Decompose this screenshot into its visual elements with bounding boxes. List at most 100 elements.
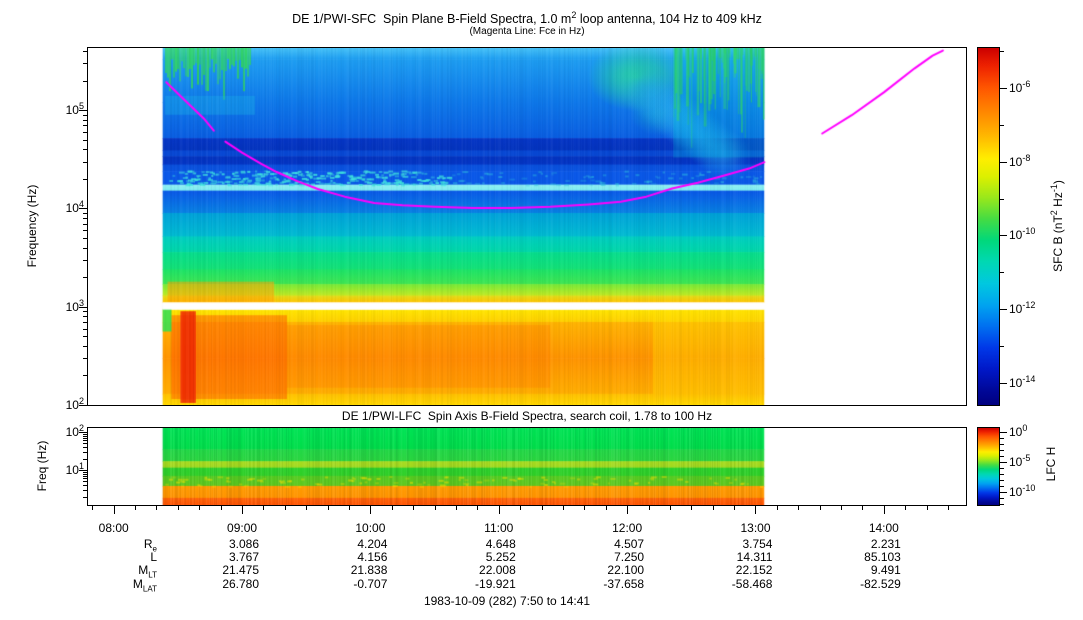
ephemeris-cell: 22.152 xyxy=(735,563,773,577)
text-part: loop antenna, 104 Hz to 409 kHz xyxy=(576,12,762,27)
x-minor-tick xyxy=(563,506,564,510)
hour-label: 11:00 xyxy=(484,521,514,535)
colorbar-minor-tick xyxy=(1000,346,1004,347)
y-minor-tick xyxy=(83,125,88,126)
x-minor-tick xyxy=(584,506,585,510)
lfc-spectrogram-panel xyxy=(87,427,967,506)
colorbar-major-tick xyxy=(1000,383,1007,384)
y-minor-tick xyxy=(83,213,88,214)
subscript: LT xyxy=(148,570,157,580)
exponent: -5 xyxy=(1022,453,1031,463)
y-minor-tick xyxy=(83,311,88,312)
sfc-subtitle: (Magenta Line: Fce in Hz) xyxy=(469,26,585,37)
x-minor-tick xyxy=(606,506,607,510)
x-major-tick xyxy=(755,506,756,514)
ephemeris-row-label: L xyxy=(95,550,157,566)
y-minor-tick xyxy=(83,440,88,441)
y-minor-tick xyxy=(83,218,88,219)
sfc-spectrogram-panel xyxy=(87,47,967,406)
exponent: -14 xyxy=(1022,373,1036,384)
colorbar-minor-tick xyxy=(1000,199,1004,200)
hour-label: 10:00 xyxy=(355,521,386,535)
text-part: 10 xyxy=(65,424,79,439)
colorbar-minor-tick xyxy=(1000,468,1004,469)
y-tick-label: 103 xyxy=(50,298,84,314)
text-part: SFC B (nT xyxy=(1051,215,1065,272)
ephemeris-cell: 26.780 xyxy=(222,577,260,591)
y-minor-tick xyxy=(83,434,88,435)
colorbar-minor-tick xyxy=(1000,480,1004,481)
x-minor-tick xyxy=(520,506,521,510)
x-minor-tick xyxy=(435,506,436,510)
text-part: 10 xyxy=(65,462,79,477)
ephemeris-cell: -0.707 xyxy=(353,577,388,591)
ephemeris-cell: 21.838 xyxy=(350,563,388,577)
y-minor-tick xyxy=(83,260,88,261)
footer-date-range: 1983-10-09 (282) 7:50 to 14:41 xyxy=(423,594,591,608)
y-minor-tick xyxy=(83,452,88,453)
ephemeris-cell: 22.100 xyxy=(607,563,645,577)
x-major-tick xyxy=(499,506,500,514)
y-minor-tick xyxy=(83,459,88,460)
x-minor-tick xyxy=(306,506,307,510)
x-major-tick xyxy=(627,506,628,514)
x-minor-tick xyxy=(649,506,650,510)
text-part: 10 xyxy=(1009,425,1023,440)
y-minor-tick xyxy=(83,120,88,121)
colorbar-tick-label: 10-6 xyxy=(1009,79,1053,95)
x-minor-tick xyxy=(263,506,264,510)
y-minor-tick xyxy=(83,481,88,482)
ephemeris-cell: 2.231 xyxy=(870,537,901,551)
y-tick-label: 104 xyxy=(50,199,84,215)
x-minor-tick xyxy=(199,506,200,510)
y-minor-tick xyxy=(83,497,88,498)
ephemeris-row-label: MLAT xyxy=(95,577,157,593)
ephemeris-row-label: Re xyxy=(95,537,157,553)
text-part: 10 xyxy=(1009,301,1023,316)
x-major-tick xyxy=(884,506,885,514)
ephemeris-cell: 3.767 xyxy=(229,550,260,564)
y-minor-tick xyxy=(83,474,88,475)
exponent: -6 xyxy=(1022,79,1031,90)
exponent: 3 xyxy=(78,297,84,308)
y-tick-label: 102 xyxy=(50,423,84,439)
x-minor-tick xyxy=(135,506,136,510)
text-part: M xyxy=(132,577,143,591)
x-minor-tick xyxy=(841,506,842,510)
sfc-title: DE 1/PWI-SFC Spin Plane B-Field Spectra,… xyxy=(88,10,966,26)
y-minor-tick xyxy=(83,132,88,133)
x-minor-tick xyxy=(820,506,821,510)
ephemeris-cell: 22.008 xyxy=(479,563,516,577)
exponent: 2 xyxy=(78,422,84,433)
sfc-colorbar xyxy=(977,47,1000,406)
exponent: 2 xyxy=(78,396,84,406)
exponent: -1 xyxy=(1049,184,1059,193)
text-part: 10 xyxy=(1009,81,1023,96)
ephemeris-cell: -82.529 xyxy=(860,577,901,591)
text-part: DE 1/PWI-SFC Spin Plane B-Field Spectra,… xyxy=(292,12,572,27)
x-minor-tick xyxy=(777,506,778,510)
y-minor-tick xyxy=(83,485,88,486)
y-minor-tick xyxy=(83,238,88,239)
text-part: ) xyxy=(1051,180,1065,185)
x-minor-tick xyxy=(948,506,949,510)
colorbar-minor-tick xyxy=(1000,444,1004,445)
colorbar-minor-tick xyxy=(1000,438,1004,439)
subscript: LAT xyxy=(142,584,157,594)
colorbar-tick-label: 10-10 xyxy=(1009,483,1053,499)
y-minor-tick xyxy=(83,316,88,317)
y-major-tick xyxy=(79,307,88,308)
ephemeris-cell: 5.252 xyxy=(485,550,516,564)
ephemeris-row-label: MLT xyxy=(95,563,157,579)
x-minor-tick xyxy=(905,506,906,510)
text-part: 10 xyxy=(1009,228,1023,243)
ephemeris-cell: 14.311 xyxy=(736,550,773,564)
x-minor-tick xyxy=(670,506,671,510)
exponent: 4 xyxy=(78,199,84,210)
x-major-tick xyxy=(370,506,371,514)
x-minor-tick xyxy=(349,506,350,510)
hour-label: 08:00 xyxy=(98,521,129,535)
x-minor-tick xyxy=(691,506,692,510)
text-part: 10 xyxy=(65,299,79,314)
